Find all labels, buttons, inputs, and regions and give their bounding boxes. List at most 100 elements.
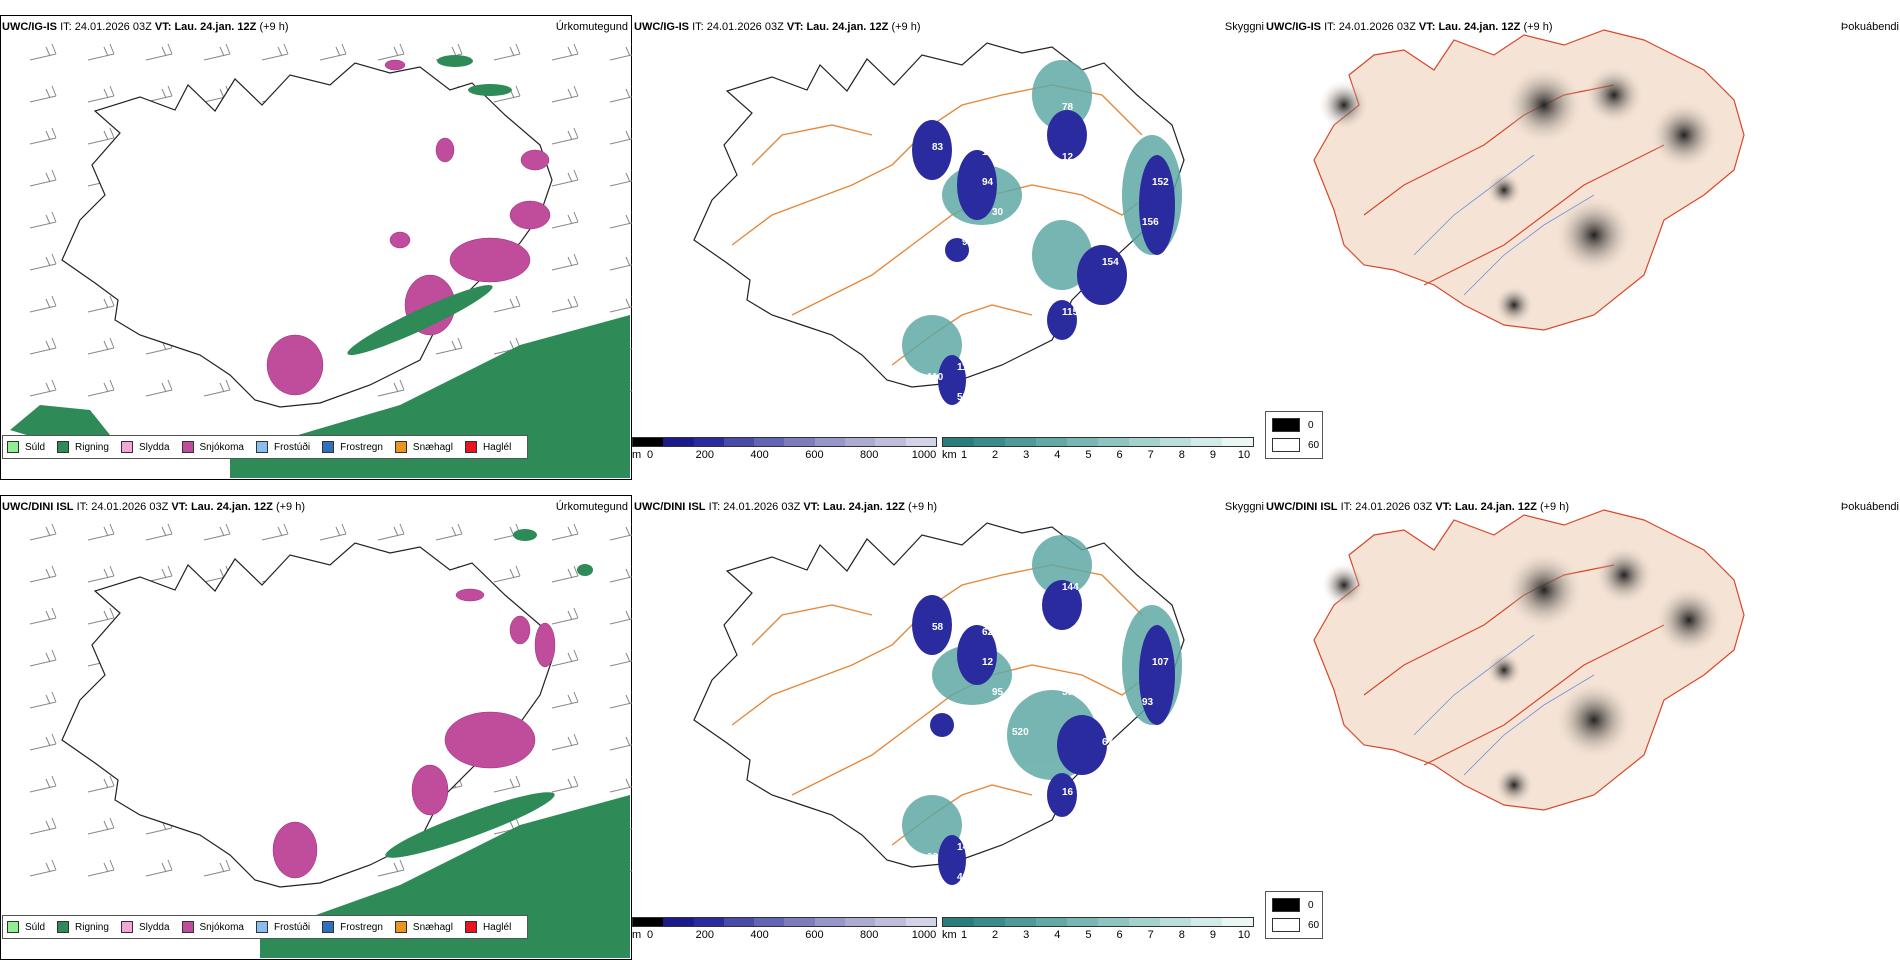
- scale-swatch: [905, 438, 936, 446]
- legend-label: Slydda: [138, 441, 170, 453]
- scale-tick-label: 400: [750, 929, 769, 941]
- wind-barb: [261, 523, 289, 541]
- scale-tick-label: 6: [1116, 449, 1123, 461]
- iceland-cloud-map: 25 92 96 78 83 10 12 94 12 30 12 32 21 98 7 81 154 94 135 1…: [693, 42, 1185, 405]
- wind-barb: [493, 295, 521, 313]
- wind-barb: [551, 253, 579, 271]
- wind-barb: [551, 649, 579, 667]
- wind-barb: [145, 565, 173, 583]
- wind-barb: [145, 379, 173, 397]
- wind-barb: [29, 127, 57, 145]
- wind-barb: [609, 776, 632, 793]
- legend-item-frostúði: Frostúði: [255, 921, 310, 933]
- legend-label: Frostregn: [340, 921, 383, 933]
- legend-swatch: [255, 441, 268, 453]
- scale-swatch: [663, 438, 694, 446]
- scale-tick-label: 200: [695, 929, 714, 941]
- cloud-base-label: 96: [1002, 127, 1014, 138]
- scale-swatch: [943, 438, 974, 446]
- scale-swatch: [814, 918, 846, 926]
- cloud-base-label: 154: [1102, 257, 1119, 268]
- scale-tick-label: 4: [1054, 449, 1061, 461]
- wind-barb: [29, 85, 57, 103]
- wind-barb: [609, 128, 632, 145]
- cloud-base-label: 115: [1062, 307, 1079, 318]
- wind-barb: [609, 524, 632, 541]
- cloud-base-label: 10: [952, 127, 964, 138]
- scale-tick-label: 2: [992, 929, 999, 941]
- cloud-base-label: 58: [932, 622, 944, 633]
- cloud-base-label: 94: [1042, 647, 1054, 658]
- wind-barb: [29, 817, 57, 835]
- legend-swatch: [255, 921, 268, 933]
- cloud-base-label: 62: [982, 627, 994, 638]
- wind-barb: [87, 523, 115, 541]
- scale-tick-label: 7: [1147, 449, 1154, 461]
- scale-tick-label: 600: [805, 929, 824, 941]
- panel-title: UWC/DINI ISL IT: 24.01.2026 03Z VT: Lau.…: [1266, 501, 1569, 513]
- wind-barb: [551, 607, 579, 625]
- precip-type-panel-top: UWC/IG-IS IT: 24.01.2026 03Z VT: Lau. 24…: [0, 15, 632, 480]
- legend-item-haglél: Haglél: [464, 921, 511, 933]
- scale-swatch: [633, 438, 664, 446]
- wind-barb: [29, 253, 57, 271]
- cloud-base-label: 46: [957, 872, 969, 883]
- cloud-base-label: 107: [1152, 657, 1169, 668]
- wind-barb: [435, 523, 463, 541]
- cloud-visibility-panel-bottom: 166 8 81 144 58 70 62 12 94 95 93 146 59 370 520 889 67 9…: [632, 495, 1264, 960]
- wind-barb: [87, 565, 115, 583]
- legend-label: Snjókoma: [199, 921, 244, 933]
- cloud-base-label: 16: [1062, 787, 1074, 798]
- panel-title: UWC/IG-IS IT: 24.01.2026 03Z VT: Lau. 24…: [634, 21, 921, 33]
- panel-parameter: Skyggni: [1224, 21, 1264, 33]
- scale-tick-label: 5: [1085, 449, 1092, 461]
- legend-label: Frostúði: [273, 441, 311, 453]
- wind-barb: [29, 607, 57, 625]
- cloud-base-label: 30: [992, 207, 1004, 218]
- wind-barb: [609, 650, 632, 667]
- wind-barb: [203, 43, 231, 61]
- scale-swatch: [1129, 918, 1160, 926]
- scale-tick-label: 800: [860, 449, 879, 461]
- cloud-base-label: 32: [1072, 177, 1084, 188]
- wind-barb: [87, 43, 115, 61]
- panel-parameter: Þokuábendi: [1840, 21, 1899, 33]
- wind-barb: [29, 211, 57, 229]
- wind-barb: [145, 859, 173, 877]
- iceland-fog-map: [1313, 29, 1745, 331]
- panel-parameter: Úrkomutegund: [555, 501, 628, 513]
- fog-legend: 0 60: [1265, 891, 1323, 939]
- wind-barb: [29, 295, 57, 313]
- scale-swatch: [943, 918, 974, 926]
- legend-label: Frostregn: [340, 441, 383, 453]
- scale-tick-label: 200: [695, 449, 714, 461]
- scale-tick-label: 9: [1209, 449, 1216, 461]
- panel-parameter: Þokuábendi: [1840, 501, 1899, 513]
- scale-swatch: [1005, 438, 1036, 446]
- wind-barb: [551, 523, 579, 541]
- wind-barb: [493, 43, 521, 61]
- scale-swatch: [974, 918, 1005, 926]
- wind-barb: [29, 691, 57, 709]
- legend-item-frostregn: Frostregn: [322, 441, 383, 453]
- wind-barb: [551, 43, 579, 61]
- wind-barb: [609, 254, 632, 271]
- fog-legend-label: 0: [1308, 899, 1314, 911]
- scale-tick-label: 7: [1147, 929, 1154, 941]
- legend-item-rigning: Rigning: [57, 441, 109, 453]
- legend-swatch: [57, 921, 70, 933]
- legend-item-súld: Súld: [7, 921, 45, 933]
- scale-swatch: [1191, 438, 1222, 446]
- cloud-base-label: 8: [957, 562, 963, 573]
- visibility-unit: km: [942, 929, 957, 941]
- panel-title: UWC/IG-IS IT: 24.01.2026 03Z VT: Lau. 24…: [1266, 21, 1553, 33]
- legend-item-slydda: Slydda: [120, 441, 170, 453]
- fog-legend-swatch: [1272, 918, 1300, 932]
- wind-barb: [551, 775, 579, 793]
- legend-item-snjókoma: Snjókoma: [181, 441, 244, 453]
- scale-swatch: [723, 438, 755, 446]
- iceland-cloud-map: 166 8 81 144 58 70 62 12 94 95 93 146 59 370 520 889 67 9…: [693, 522, 1185, 885]
- scale-tick-label: 3: [1023, 929, 1030, 941]
- wind-barb: [609, 608, 632, 625]
- wind-barb: [145, 85, 173, 103]
